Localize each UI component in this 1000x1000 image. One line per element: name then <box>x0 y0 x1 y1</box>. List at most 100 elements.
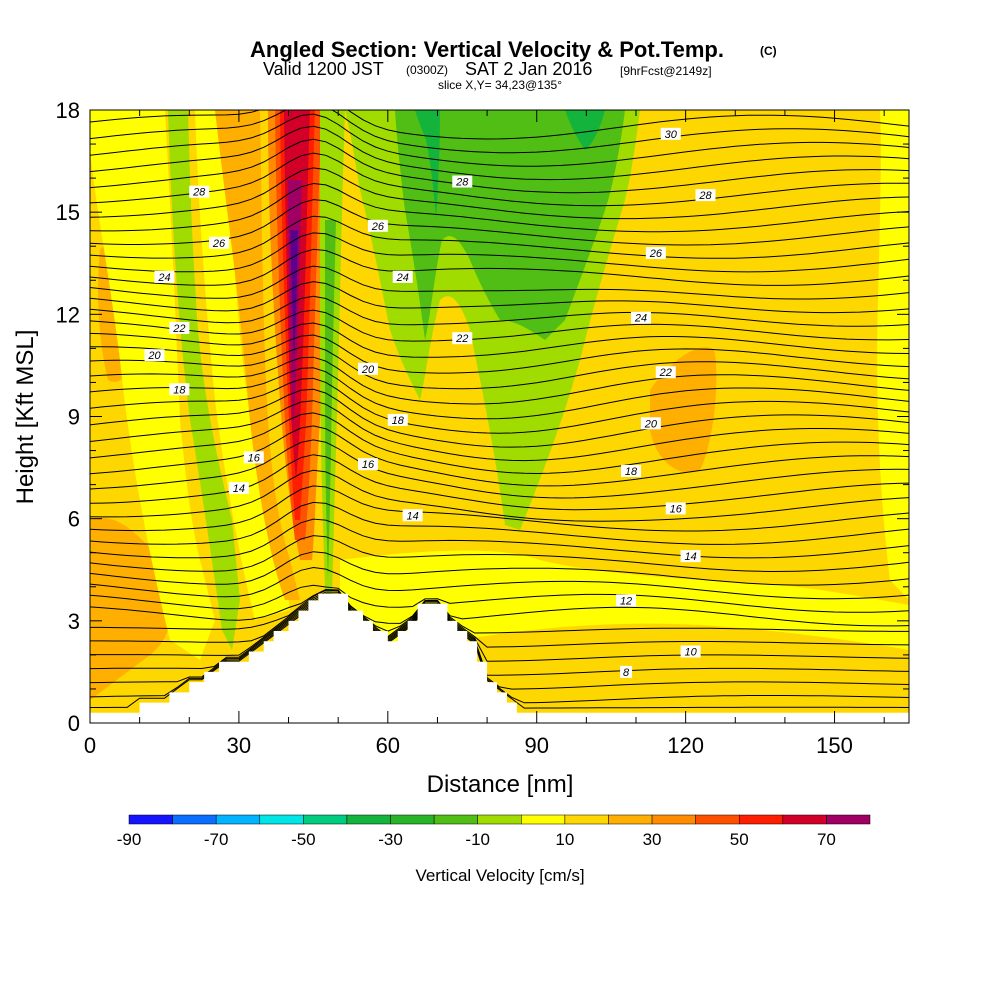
contour-line <box>90 501 909 545</box>
contour-line <box>90 334 909 374</box>
y-tick-label: 12 <box>56 302 80 327</box>
contour-label: 28 <box>189 185 210 199</box>
contour-line <box>90 182 909 233</box>
colorbar-swatch <box>390 814 435 825</box>
plot-area: 30 28 28 28 26 26 26 24 24 24 22 22 22 20 20 20 18 18 18 16… <box>90 110 909 723</box>
contour-label-text: 12 <box>620 595 632 607</box>
contour-label-text: 26 <box>649 248 663 260</box>
contour-line <box>90 356 909 405</box>
contour-line <box>90 400 909 462</box>
contour-label: 26 <box>645 247 666 260</box>
contour-line <box>90 113 909 167</box>
contour-label: 22 <box>452 332 473 345</box>
contour-label: 18 <box>621 464 642 478</box>
x-tick-label: 150 <box>816 733 853 758</box>
valid-time-utc: (0300Z) <box>406 63 448 77</box>
contour-label-bg <box>169 321 190 334</box>
contour-label: 18 <box>387 413 408 427</box>
x-axis-label: Distance [nm] <box>427 771 574 798</box>
contour-label-text: 18 <box>392 415 405 427</box>
colorbar-swatch <box>651 814 696 825</box>
contour-label-bg <box>660 127 681 140</box>
contour-label-bg <box>367 219 388 232</box>
fill-region-orange-right-low <box>460 623 909 723</box>
y-tick-label: 18 <box>56 98 80 123</box>
contour-line <box>90 599 909 709</box>
colorbar-swatch <box>172 814 217 825</box>
contour-line <box>90 281 909 314</box>
contour-line <box>90 265 909 300</box>
colorbar-swatch <box>215 814 261 825</box>
contour-label-text: 16 <box>670 503 683 515</box>
contour-label-text: 28 <box>455 177 469 189</box>
contour-line <box>90 345 909 390</box>
contour-label-text: 20 <box>147 350 161 362</box>
contour-label: 24 <box>630 311 651 325</box>
x-tick-label: 120 <box>667 733 704 758</box>
fill-region-orange-right-mid <box>650 347 717 473</box>
contour-label-bg <box>665 502 686 515</box>
contour-label-bg <box>357 362 378 375</box>
colorbar-tick-label: 70 <box>817 830 836 849</box>
contour-label: 26 <box>367 219 388 233</box>
colorbar-label: Vertical Velocity [cm/s] <box>415 866 584 885</box>
contour-label: 28 <box>695 189 716 202</box>
contour-line <box>90 589 909 634</box>
contour-line <box>90 110 909 140</box>
y-tick-label: 0 <box>68 711 80 736</box>
colorbar-swatch <box>738 814 784 825</box>
contour-label-bg <box>387 413 408 426</box>
y-axis-label: Height [Kft MSL] <box>12 330 39 505</box>
contour-line <box>90 518 909 559</box>
slice-info: slice X,Y= 34,23@135° <box>438 78 562 92</box>
contour-line <box>90 322 909 358</box>
fill-region-updraft-80 <box>290 230 298 360</box>
contour-label: 8 <box>620 665 633 679</box>
contour-label-bg <box>655 366 676 379</box>
contour-label-text: 26 <box>212 238 226 250</box>
contour-label-text: 22 <box>455 333 468 345</box>
title-copyright-mark: (C) <box>760 44 777 58</box>
contour-label: 16 <box>243 451 264 464</box>
contour-line <box>90 125 909 181</box>
contour-label: 14 <box>680 550 701 563</box>
colorbar-tick-label: -30 <box>378 830 403 849</box>
x-tick-label: 90 <box>524 733 548 758</box>
colorbar-tick-label: -90 <box>117 830 142 849</box>
colorbar-tick-label: -70 <box>204 830 229 849</box>
contour-label: 20 <box>144 349 165 362</box>
colorbar-tick-label: 10 <box>555 830 574 849</box>
contour-line <box>90 535 909 573</box>
contour-label-text: 14 <box>407 510 419 522</box>
contour-line <box>90 469 909 522</box>
fill-region-orange-plume <box>215 110 300 600</box>
contour-label: 22 <box>655 366 676 379</box>
contour-label-bg <box>144 349 165 362</box>
contour-line <box>90 597 909 704</box>
contour-line <box>90 551 909 586</box>
contour-label-bg <box>209 236 230 249</box>
colorbar-swatch <box>433 814 478 825</box>
contour-label-text: 18 <box>625 466 638 478</box>
contour-label-bg <box>452 175 473 188</box>
contour-label-text: 28 <box>698 190 712 202</box>
contour-label: 10 <box>680 645 701 658</box>
chart-title: Angled Section: Vertical Velocity & Pot.… <box>250 37 724 62</box>
contour-label-bg <box>243 451 264 464</box>
axis-tick-labels: 0 30 60 90 120 150 0 3 6 9 12 15 18 <box>56 98 853 758</box>
velocity-fill <box>90 110 909 723</box>
contour-labels: 30 28 28 28 26 26 26 24 24 24 22 22 22 20 20 20 18 18 18 16… <box>144 127 716 679</box>
contour-label-text: 26 <box>371 221 385 233</box>
contour-label: 22 <box>169 321 190 335</box>
contour-label-text: 20 <box>361 364 375 376</box>
forecast-info: [9hrFcst@2149z] <box>620 64 712 78</box>
contour-line <box>90 167 909 220</box>
contour-label: 20 <box>640 417 661 430</box>
x-tick-label: 30 <box>227 733 251 758</box>
contour-label-text: 22 <box>172 323 185 335</box>
colorbar-swatch <box>521 814 566 825</box>
valid-date: SAT 2 Jan 2016 <box>465 59 592 79</box>
contour-label-bg <box>357 458 378 471</box>
colorbar-tick-label: 30 <box>643 830 662 849</box>
axis-ticks <box>89 109 909 724</box>
